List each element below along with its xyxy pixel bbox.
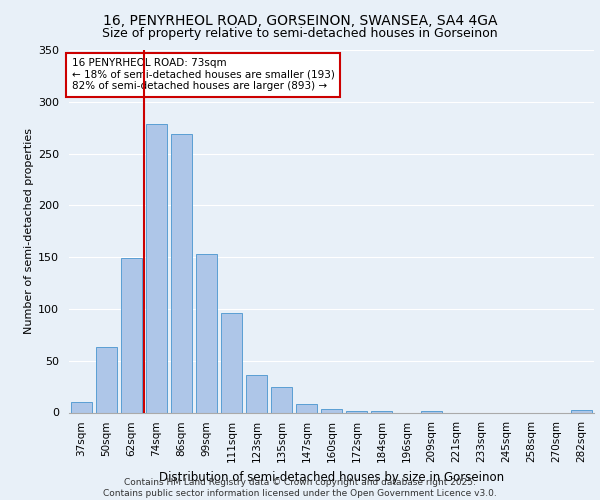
Text: 16 PENYRHEOL ROAD: 73sqm
← 18% of semi-detached houses are smaller (193)
82% of : 16 PENYRHEOL ROAD: 73sqm ← 18% of semi-d… [71, 58, 334, 92]
Bar [271, 386, 292, 412]
Bar [71, 402, 92, 412]
Bar [221, 313, 242, 412]
Bar [321, 410, 342, 412]
Bar [296, 404, 317, 412]
Bar [571, 410, 592, 412]
Bar [96, 347, 117, 412]
Text: Size of property relative to semi-detached houses in Gorseinon: Size of property relative to semi-detach… [102, 28, 498, 40]
Bar [246, 375, 267, 412]
Text: 16, PENYRHEOL ROAD, GORSEINON, SWANSEA, SA4 4GA: 16, PENYRHEOL ROAD, GORSEINON, SWANSEA, … [103, 14, 497, 28]
X-axis label: Distribution of semi-detached houses by size in Gorseinon: Distribution of semi-detached houses by … [159, 470, 504, 484]
Text: Contains HM Land Registry data © Crown copyright and database right 2025.
Contai: Contains HM Land Registry data © Crown c… [103, 478, 497, 498]
Y-axis label: Number of semi-detached properties: Number of semi-detached properties [24, 128, 34, 334]
Bar [171, 134, 192, 412]
Bar [146, 124, 167, 412]
Bar [121, 258, 142, 412]
Bar [196, 254, 217, 412]
